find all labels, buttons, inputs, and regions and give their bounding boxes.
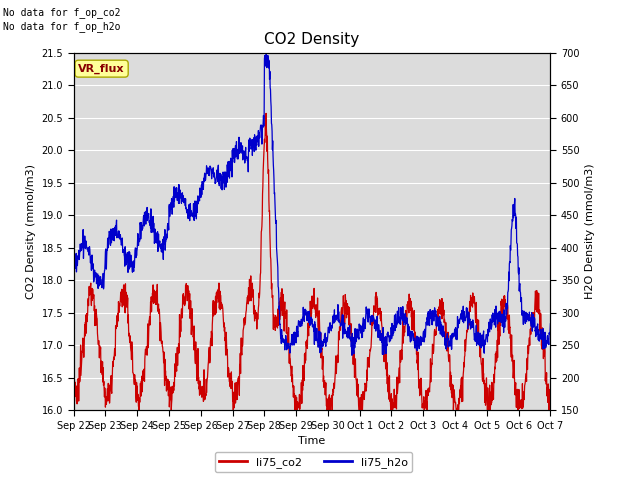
Legend: li75_co2, li75_h2o: li75_co2, li75_h2o — [215, 452, 412, 472]
Y-axis label: H2O Density (mmol/m3): H2O Density (mmol/m3) — [585, 164, 595, 300]
Title: CO2 Density: CO2 Density — [264, 33, 360, 48]
X-axis label: Time: Time — [298, 436, 326, 446]
Text: No data for f_op_co2
No data for f_op_h2o: No data for f_op_co2 No data for f_op_h2… — [3, 7, 121, 32]
Text: VR_flux: VR_flux — [78, 63, 125, 74]
Y-axis label: CO2 Density (mmol/m3): CO2 Density (mmol/m3) — [26, 164, 36, 299]
